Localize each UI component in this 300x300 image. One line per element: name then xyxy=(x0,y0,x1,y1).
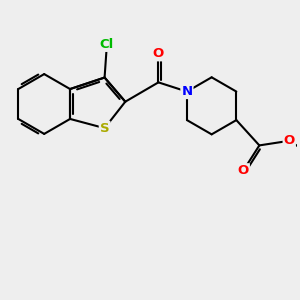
Text: O: O xyxy=(284,134,295,147)
Text: N: N xyxy=(182,85,193,98)
Text: S: S xyxy=(100,122,110,135)
Text: Cl: Cl xyxy=(100,38,114,51)
Text: O: O xyxy=(238,164,249,177)
Text: O: O xyxy=(153,47,164,60)
